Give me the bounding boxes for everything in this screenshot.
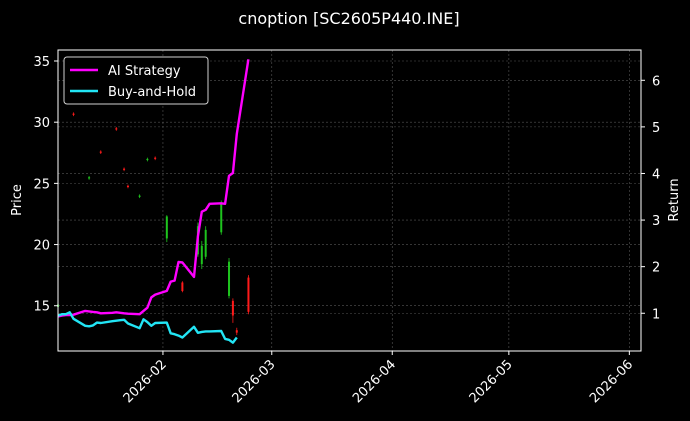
candle-body [247, 277, 250, 312]
candle-body [154, 157, 157, 159]
candle-body [115, 128, 118, 130]
y-tick-label: 30 [33, 116, 50, 131]
y-tick-label: 15 [33, 300, 50, 315]
candle-body [231, 300, 234, 316]
candle-body [228, 261, 231, 296]
candle-body [200, 245, 203, 265]
candle-body [181, 282, 184, 292]
candle-body [72, 113, 75, 115]
legend-box [63, 56, 209, 105]
y-tick-label: 35 [33, 55, 50, 70]
y2-tick-label: 1 [652, 307, 660, 322]
candle-body [138, 195, 141, 197]
y-axis-right: 1 2 3 4 5 6 [641, 74, 660, 322]
y-tick-label: 25 [33, 177, 50, 192]
y-axis-left: 15 20 25 30 35 [33, 55, 58, 315]
candle-body [126, 185, 129, 188]
series-line [57, 311, 238, 344]
legend: AI Strategy Buy-and-Hold [63, 56, 209, 105]
candle-body [204, 229, 207, 257]
series-line [57, 59, 250, 318]
candle-body [220, 204, 223, 233]
y-axis-label: Price [10, 184, 25, 216]
y2-axis-label: Return [667, 178, 682, 221]
y2-tick-label: 2 [652, 261, 660, 276]
candle-body [88, 177, 91, 179]
plot-frame [57, 49, 642, 352]
y2-tick-label: 4 [652, 167, 660, 182]
candles [57, 112, 250, 336]
candle-body [165, 216, 168, 239]
chart-title: cnoption [SC2605P440.INE] [238, 9, 459, 28]
legend-label: AI Strategy [108, 64, 181, 79]
candle-body [235, 330, 238, 333]
y2-tick-label: 3 [652, 214, 660, 229]
y-tick-label: 20 [33, 239, 50, 254]
y2-tick-label: 5 [652, 121, 660, 136]
series-lines [57, 59, 250, 344]
candle-body [123, 168, 126, 170]
candle-body [99, 151, 102, 153]
candle-body [146, 158, 149, 161]
y2-tick-label: 6 [652, 74, 660, 89]
legend-label: Buy-and-Hold [108, 85, 196, 100]
